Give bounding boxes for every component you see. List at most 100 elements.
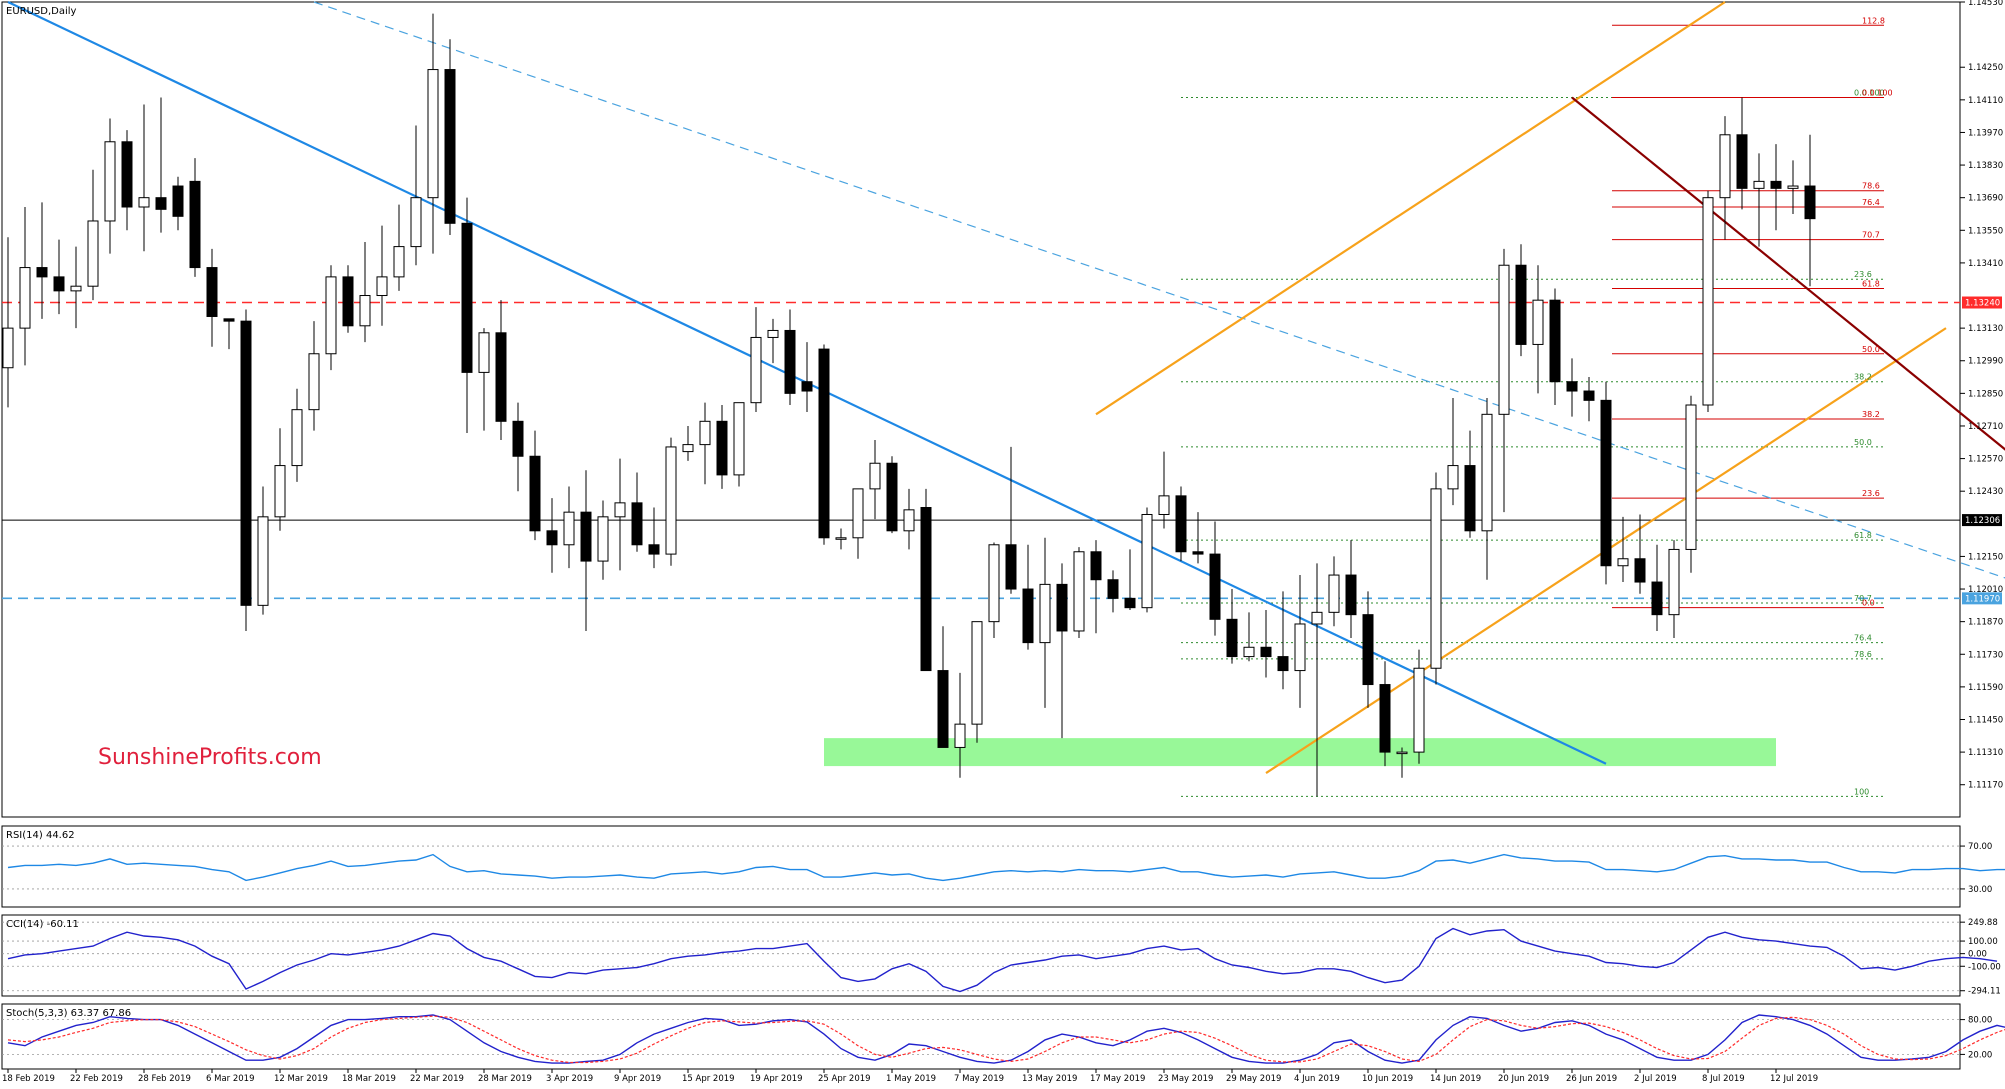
x-tick-label: 10 Jun 2019 <box>1362 1074 1413 1084</box>
cci-panel-frame <box>1 914 1961 997</box>
candle-bullish <box>767 329 779 338</box>
x-tick-label: 6 Mar 2019 <box>206 1074 254 1084</box>
x-tick-label: 22 Feb 2019 <box>70 1074 123 1084</box>
candle-bullish <box>1141 513 1153 609</box>
x-tick-label: 1 May 2019 <box>886 1074 936 1084</box>
main-panel-frame <box>1 1 1961 818</box>
x-tick-label: 23 May 2019 <box>1158 1074 1213 1084</box>
x-tick-label: 18 Mar 2019 <box>342 1074 396 1084</box>
x-tick-label: 12 Jul 2019 <box>1770 1074 1818 1084</box>
fib-green-label: 61.8 <box>1854 531 1872 540</box>
rsi-panel-frame <box>1 825 1961 908</box>
candle-bullish <box>410 197 422 248</box>
y-tick-label: 1.14530 <box>1968 0 2003 8</box>
candle-bullish <box>1039 583 1051 644</box>
candle-bearish <box>155 197 167 210</box>
y-tick-label: 1.12850 <box>1968 389 2003 399</box>
support-blue-dashed-price-tag <box>1962 592 2002 605</box>
cci-tick-label: 100.00 <box>1968 937 1998 947</box>
x-tick-label: 28 Mar 2019 <box>478 1074 532 1084</box>
candle-bearish <box>1736 134 1748 189</box>
candle-bullish <box>682 444 694 453</box>
candle-bullish <box>274 465 286 518</box>
candle-bullish <box>1787 185 1799 189</box>
y-tick-label: 1.13690 <box>1968 194 2003 204</box>
candle-bullish <box>19 267 31 329</box>
candle-bullish <box>1753 180 1765 189</box>
candle-bearish <box>1192 551 1204 555</box>
y-tick-label: 1.13130 <box>1968 324 2003 334</box>
candle-bullish <box>1328 574 1340 613</box>
candle-bearish <box>818 348 830 539</box>
candle-bullish <box>138 197 150 208</box>
candle-bullish <box>733 402 745 476</box>
candle-bearish <box>1226 618 1238 658</box>
candle-bearish <box>495 332 507 422</box>
candle-bullish <box>427 69 439 199</box>
y-tick-label: 1.13830 <box>1968 161 2003 171</box>
rsi-tick-label: 70.00 <box>1968 842 1992 852</box>
fib-red-label: 70.7 <box>1862 231 1880 240</box>
candle-bullish <box>1158 495 1170 515</box>
candle-bearish <box>206 267 218 317</box>
fib-green-label: 78.6 <box>1854 650 1872 659</box>
candle-bearish <box>784 329 796 394</box>
candle-bearish <box>1804 185 1816 220</box>
candle-bearish <box>172 185 184 217</box>
candle-bearish <box>444 69 456 224</box>
candle-bearish <box>1175 495 1187 553</box>
fib-green-label: 0.0 100 <box>1854 89 1885 98</box>
x-tick-label: 29 May 2019 <box>1226 1074 1281 1084</box>
candle-bullish <box>2 327 14 369</box>
y-tick-label: 1.11590 <box>1968 683 2003 693</box>
x-tick-label: 12 Mar 2019 <box>274 1074 328 1084</box>
candle-bearish <box>1770 180 1782 189</box>
candle-bullish <box>1702 197 1714 406</box>
x-tick-label: 9 Apr 2019 <box>614 1074 661 1084</box>
candle-bullish <box>1430 488 1442 669</box>
x-tick-label: 22 Mar 2019 <box>410 1074 464 1084</box>
y-tick-label: 1.12710 <box>1968 422 2003 432</box>
fib-green-label: 50.0 <box>1854 438 1872 447</box>
fib-red-label: 0.0 100 <box>1862 89 1893 98</box>
stoch-tick-label: 20.00 <box>1968 1050 1992 1060</box>
candle-bearish <box>1549 299 1561 383</box>
candle-bullish <box>852 488 864 539</box>
x-tick-label: 17 May 2019 <box>1090 1074 1145 1084</box>
candle-bullish <box>665 446 677 555</box>
candle-bullish <box>1668 548 1680 616</box>
candle-bearish <box>1515 264 1527 345</box>
main-price-panel: 1.14530 1.14250 1.14110 1.13970 1.13830 1.136… <box>1 0 2005 818</box>
candle-bearish <box>631 502 643 546</box>
candle-bearish <box>801 381 813 392</box>
candle-bullish <box>1311 611 1323 625</box>
fib-green-label: 100 <box>1854 787 1869 796</box>
candle-bullish <box>478 332 490 373</box>
candle-bullish <box>1617 558 1629 567</box>
candle-bearish <box>1022 588 1034 644</box>
y-tick-label: 1.12990 <box>1968 357 2003 367</box>
candle-bearish <box>1651 581 1663 616</box>
candle-bullish <box>903 509 915 532</box>
candle-bullish <box>1243 646 1255 658</box>
candle-bullish <box>597 516 609 562</box>
candle-bearish <box>512 420 524 457</box>
stoch-panel: Stoch(5,3,3) 63.37 67.86 80.00 20.00 <box>1 1003 2005 1070</box>
candle-bearish <box>1056 583 1068 632</box>
candle-bearish <box>1464 465 1476 532</box>
y-tick-label: 1.12570 <box>1968 455 2003 465</box>
current-price-price-label: 1.12306 <box>1965 516 2000 526</box>
candle-bullish <box>1685 404 1697 550</box>
x-tick-label: 26 Jun 2019 <box>1566 1074 1617 1084</box>
blue-dashed-trend <box>313 1 2005 579</box>
fib-red-label: 76.4 <box>1862 198 1880 207</box>
x-tick-label: 18 Feb 2019 <box>2 1074 55 1084</box>
candle-bearish <box>1260 646 1272 658</box>
y-tick-label: 1.13410 <box>1968 259 2003 269</box>
y-tick-label: 1.11870 <box>1968 618 2003 628</box>
fib-green-label: 38.2 <box>1854 373 1872 382</box>
candle-bearish <box>342 276 354 327</box>
fib-green-label: 70.7 <box>1854 594 1872 603</box>
